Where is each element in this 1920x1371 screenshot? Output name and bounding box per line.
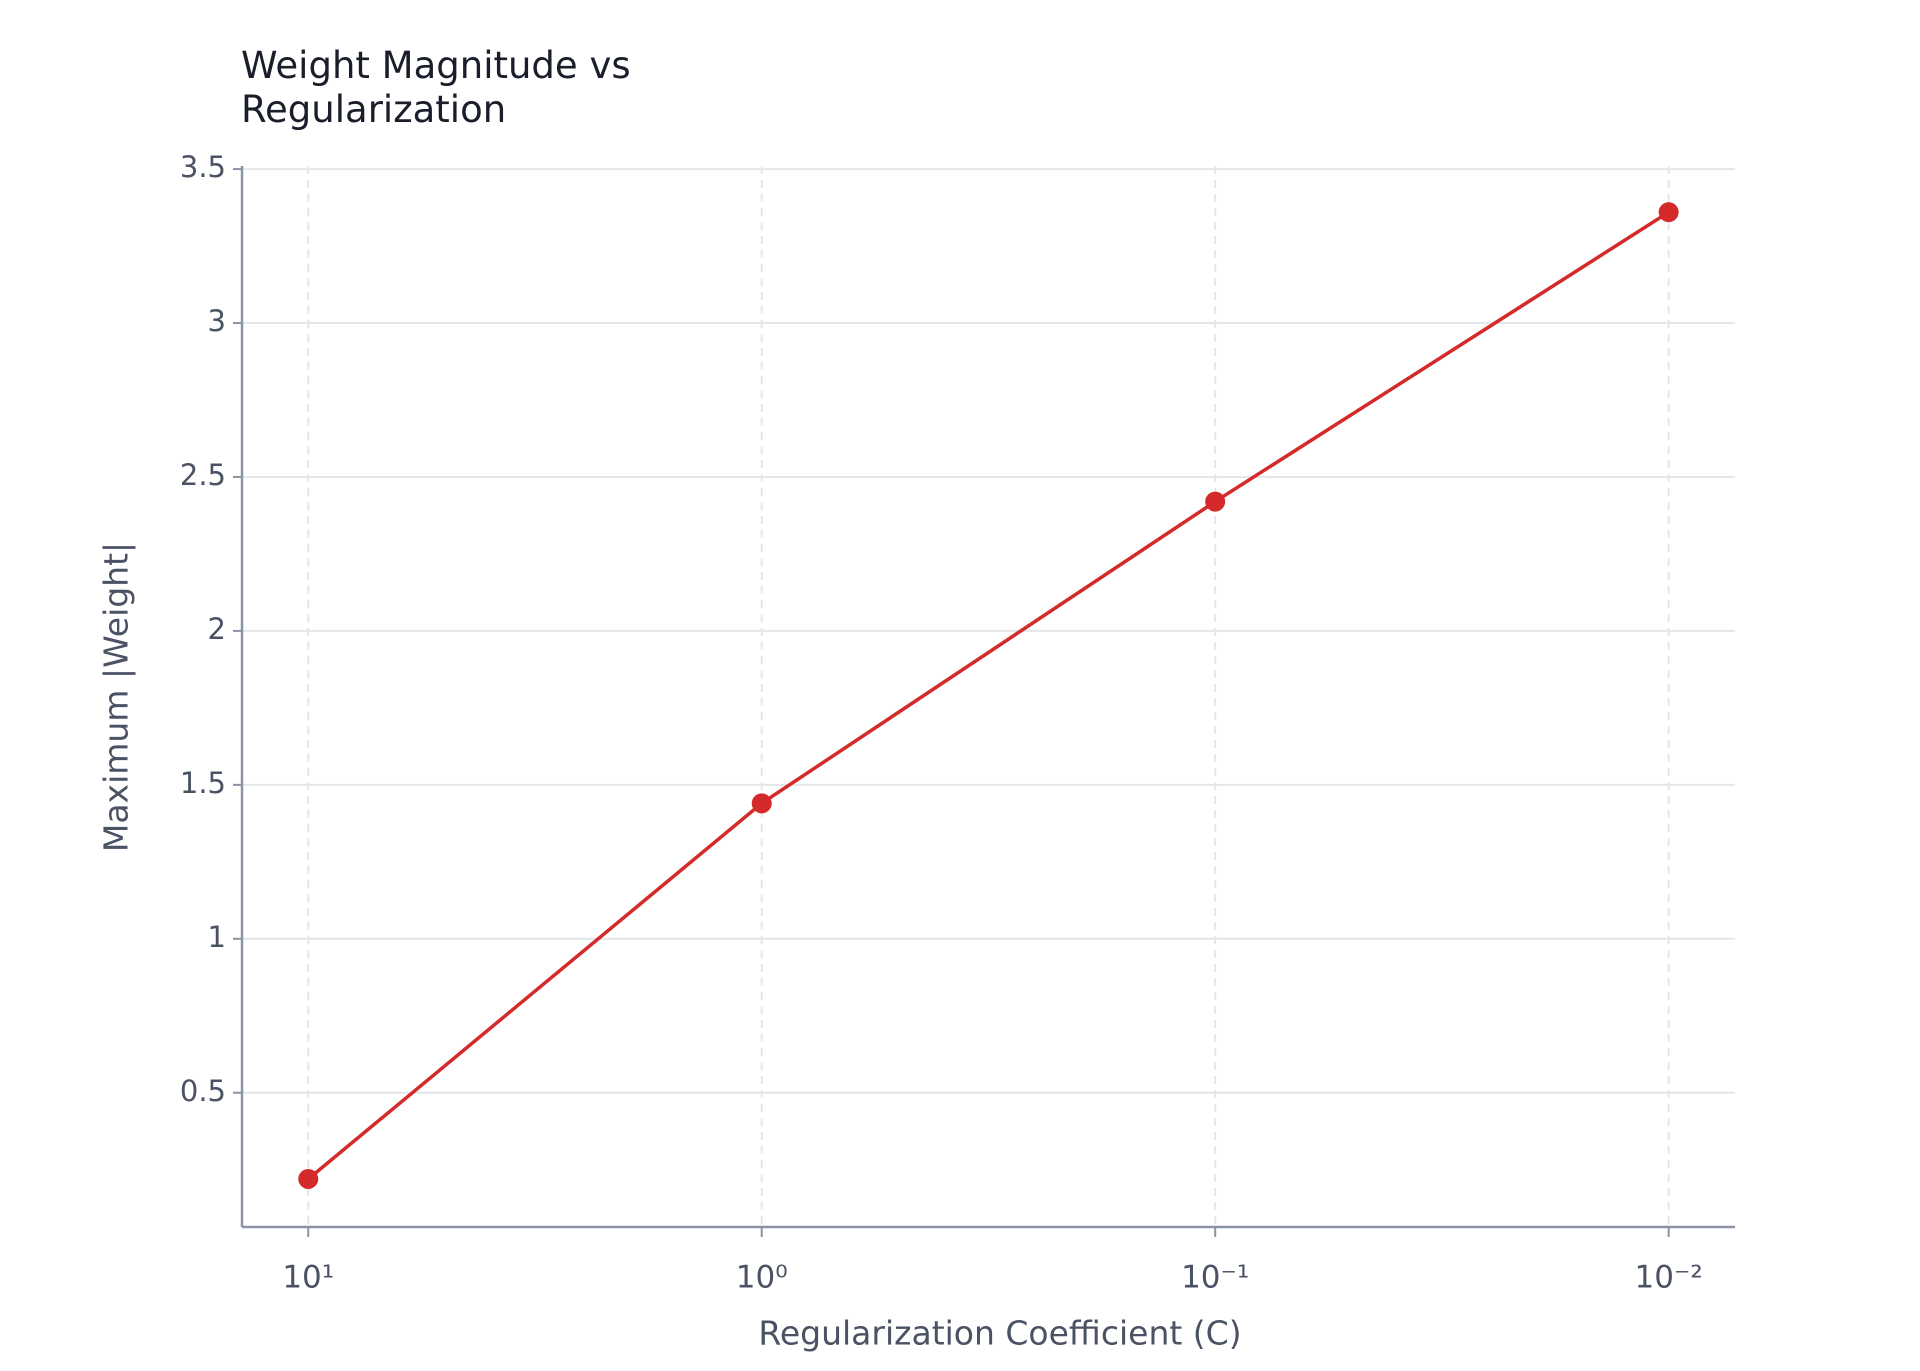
y-tick-label: 1 bbox=[208, 920, 226, 954]
x-tick-label: 10⁰ bbox=[736, 1260, 788, 1296]
y-tick-label: 2.5 bbox=[180, 458, 226, 492]
data-point bbox=[1658, 202, 1679, 223]
x-tick-label: 10¹ bbox=[282, 1260, 334, 1296]
x-tick-label: 10⁻¹ bbox=[1181, 1260, 1249, 1296]
data-point bbox=[298, 1168, 319, 1189]
x-axis-label: Regularization Coefficient (C) bbox=[758, 1314, 1241, 1353]
y-tick-label: 3.5 bbox=[180, 150, 226, 184]
data-point bbox=[751, 793, 772, 814]
y-tick-label: 3 bbox=[208, 304, 226, 338]
y-tick-label: 0.5 bbox=[180, 1074, 226, 1108]
y-axis-label: Maximum |Weight| bbox=[97, 542, 136, 852]
x-tick-label: 10⁻² bbox=[1635, 1260, 1703, 1296]
data-line bbox=[307, 210, 1670, 1181]
y-tick-label: 2 bbox=[208, 612, 226, 646]
data-point bbox=[1205, 491, 1226, 512]
y-tick-label: 1.5 bbox=[180, 766, 226, 800]
chart-title: Weight Magnitude vs Regularization bbox=[241, 44, 631, 131]
